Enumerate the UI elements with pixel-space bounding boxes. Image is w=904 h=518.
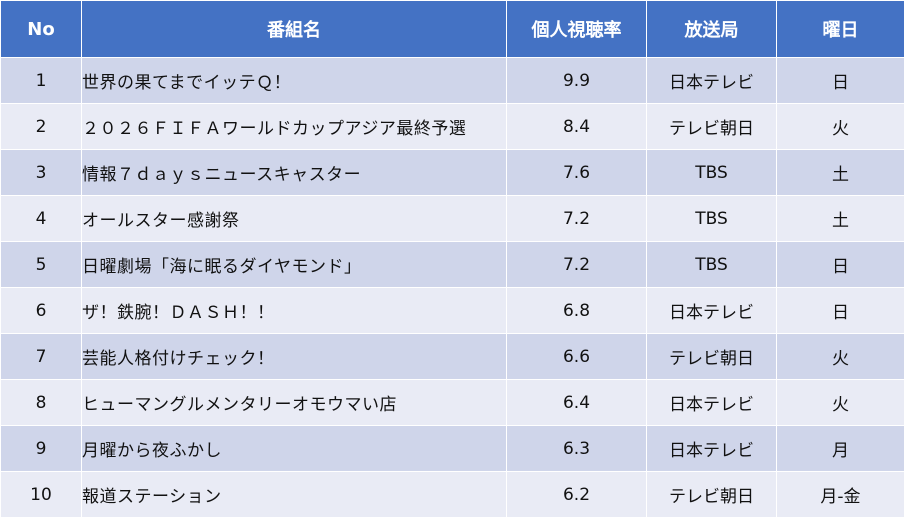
- table-row: 10 報道ステーション 6.2 テレビ朝日 月-金: [1, 472, 904, 518]
- cell-no: 3: [1, 150, 82, 196]
- cell-day: 月: [777, 426, 904, 472]
- cell-day: 土: [777, 150, 904, 196]
- cell-station: 日本テレビ: [647, 58, 777, 104]
- cell-title: オールスター感謝祭: [82, 196, 507, 242]
- cell-rating: 8.4: [507, 104, 647, 150]
- table-row: 6 ザ！鉄腕！ＤＡＳＨ！！ 6.8 日本テレビ 日: [1, 288, 904, 334]
- table-body: 1 世界の果てまでイッテＱ！ 9.9 日本テレビ 日 2 ２０２６ＦＩＦＡワール…: [1, 58, 904, 518]
- cell-day: 火: [777, 334, 904, 380]
- header-title: 番組名: [82, 1, 507, 58]
- table-header: No 番組名 個人視聴率 放送局 曜日: [1, 1, 904, 58]
- cell-station: テレビ朝日: [647, 334, 777, 380]
- cell-no: 10: [1, 472, 82, 518]
- table-row: 9 月曜から夜ふかし 6.3 日本テレビ 月: [1, 426, 904, 472]
- header-row: No 番組名 個人視聴率 放送局 曜日: [1, 1, 904, 58]
- table-row: 1 世界の果てまでイッテＱ！ 9.9 日本テレビ 日: [1, 58, 904, 104]
- cell-no: 9: [1, 426, 82, 472]
- cell-station: TBS: [647, 196, 777, 242]
- cell-no: 5: [1, 242, 82, 288]
- cell-rating: 7.6: [507, 150, 647, 196]
- cell-day: 日: [777, 242, 904, 288]
- cell-station: テレビ朝日: [647, 104, 777, 150]
- cell-title: 情報７ｄａｙｓニュースキャスター: [82, 150, 507, 196]
- cell-no: 7: [1, 334, 82, 380]
- table-row: 3 情報７ｄａｙｓニュースキャスター 7.6 TBS 土: [1, 150, 904, 196]
- cell-day: 火: [777, 380, 904, 426]
- cell-title: 日曜劇場「海に眠るダイヤモンド」: [82, 242, 507, 288]
- cell-rating: 7.2: [507, 242, 647, 288]
- cell-title: 世界の果てまでイッテＱ！: [82, 58, 507, 104]
- cell-rating: 9.9: [507, 58, 647, 104]
- cell-day: 火: [777, 104, 904, 150]
- cell-day: 土: [777, 196, 904, 242]
- cell-no: 4: [1, 196, 82, 242]
- table-row: 8 ヒューマングルメンタリーオモウマい店 6.4 日本テレビ 火: [1, 380, 904, 426]
- cell-title: 芸能人格付けチェック！: [82, 334, 507, 380]
- cell-station: 日本テレビ: [647, 426, 777, 472]
- cell-station: テレビ朝日: [647, 472, 777, 518]
- cell-rating: 6.3: [507, 426, 647, 472]
- header-day: 曜日: [777, 1, 904, 58]
- cell-station: 日本テレビ: [647, 288, 777, 334]
- cell-day: 日: [777, 58, 904, 104]
- cell-title: ザ！鉄腕！ＤＡＳＨ！！: [82, 288, 507, 334]
- table-row: 2 ２０２６ＦＩＦＡワールドカップアジア最終予選 8.4 テレビ朝日 火: [1, 104, 904, 150]
- header-station: 放送局: [647, 1, 777, 58]
- cell-rating: 6.4: [507, 380, 647, 426]
- header-rating: 個人視聴率: [507, 1, 647, 58]
- cell-day: 月-金: [777, 472, 904, 518]
- cell-day: 日: [777, 288, 904, 334]
- header-no: No: [1, 1, 82, 58]
- table-row: 5 日曜劇場「海に眠るダイヤモンド」 7.2 TBS 日: [1, 242, 904, 288]
- cell-title: ヒューマングルメンタリーオモウマい店: [82, 380, 507, 426]
- cell-rating: 6.6: [507, 334, 647, 380]
- cell-no: 2: [1, 104, 82, 150]
- cell-no: 6: [1, 288, 82, 334]
- cell-station: 日本テレビ: [647, 380, 777, 426]
- cell-title: ２０２６ＦＩＦＡワールドカップアジア最終予選: [82, 104, 507, 150]
- cell-title: 月曜から夜ふかし: [82, 426, 507, 472]
- cell-no: 8: [1, 380, 82, 426]
- cell-rating: 6.2: [507, 472, 647, 518]
- cell-rating: 7.2: [507, 196, 647, 242]
- table-row: 4 オールスター感謝祭 7.2 TBS 土: [1, 196, 904, 242]
- table-row: 7 芸能人格付けチェック！ 6.6 テレビ朝日 火: [1, 334, 904, 380]
- cell-title: 報道ステーション: [82, 472, 507, 518]
- cell-no: 1: [1, 58, 82, 104]
- cell-station: TBS: [647, 242, 777, 288]
- cell-rating: 6.8: [507, 288, 647, 334]
- cell-station: TBS: [647, 150, 777, 196]
